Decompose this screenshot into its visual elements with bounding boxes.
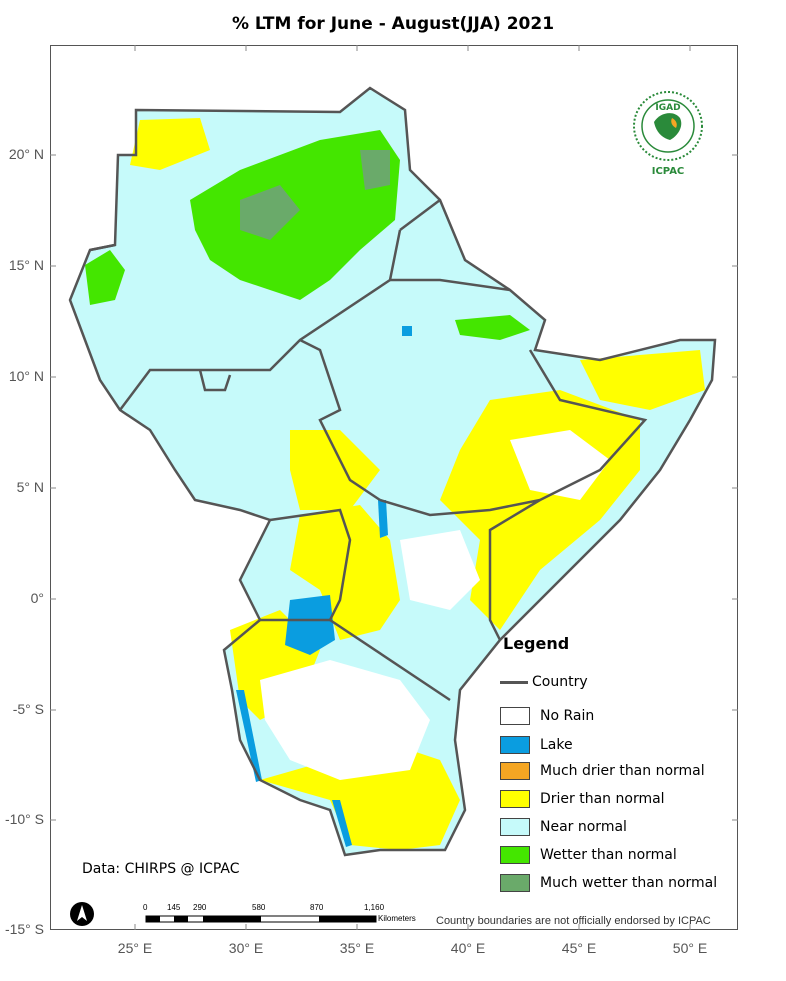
country-boundaries <box>68 86 717 857</box>
region-drier-somalia <box>580 350 705 410</box>
legend-row-much-drier: Much drier than normal <box>500 760 705 782</box>
lat-label-10n: 10° N <box>8 368 44 384</box>
region-drier-north <box>130 118 210 170</box>
region-near-normal <box>70 88 715 855</box>
scale-tick-580: 580 <box>252 903 266 912</box>
legend-label-much-drier: Much drier than normal <box>540 763 705 779</box>
lat-label-15n: 15° N <box>8 257 44 273</box>
legend-swatch-no-rain <box>500 707 530 725</box>
legend-label-no-rain: No Rain <box>540 708 595 724</box>
legend-label-wetter: Wetter than normal <box>540 847 677 863</box>
legend-label-drier: Drier than normal <box>540 791 665 807</box>
region-much-wetter-northeast <box>360 150 390 190</box>
lat-label-5n: 5° N <box>16 479 44 495</box>
lake-malawi <box>332 800 352 847</box>
region-no-rain-east <box>510 430 610 500</box>
legend-title: Legend <box>503 634 570 653</box>
scale-tick-1160: 1,160 <box>364 903 385 912</box>
lon-label-45e: 45° E <box>561 940 597 956</box>
scale-tick-145: 145 <box>167 903 181 912</box>
igad-icpac-logo: IGAD ICPAC <box>633 91 703 177</box>
lat-label-0: 0° <box>30 590 44 606</box>
legend-row-drier: Drier than normal <box>500 788 665 810</box>
legend-label-lake: Lake <box>540 737 573 753</box>
legend-row-no-rain: No Rain <box>500 705 594 727</box>
region-drier-central <box>290 430 380 510</box>
legend-label-country: Country <box>532 674 588 690</box>
scale-tick-290: 290 <box>193 903 207 912</box>
lon-label-50e: 50° E <box>672 940 708 956</box>
legend-swatch-lake <box>500 736 530 754</box>
map-title: % LTM for June - August(JJA) 2021 <box>231 14 555 34</box>
lon-label-30e: 30° E <box>228 940 264 956</box>
scale-unit: Kilometers <box>378 914 416 923</box>
data-credit: Data: CHIRPS @ ICPAC <box>82 861 240 877</box>
legend-row-near-normal: Near normal <box>500 816 627 838</box>
north-arrow-icon <box>70 902 94 926</box>
region-wetter-west <box>85 250 125 305</box>
lon-label-40e: 40° E <box>450 940 486 956</box>
region-no-rain-south <box>260 660 430 780</box>
lon-label-25e: 25° E <box>117 940 153 956</box>
legend-swatch-much-wetter <box>500 874 530 892</box>
legend-label-near-normal: Near normal <box>540 819 627 835</box>
scale-tick-0: 0 <box>143 903 148 912</box>
legend-row-much-wetter: Much wetter than normal <box>500 872 717 894</box>
graticule-ticks <box>50 45 738 930</box>
lat-label-20n: 20° N <box>8 146 44 162</box>
scale-bar: 0 145 290 580 870 1,160 Kilometers <box>140 902 440 932</box>
lon-label-35e: 35° E <box>339 940 375 956</box>
lake-turkana <box>378 500 388 538</box>
legend-swatch-much-drier <box>500 762 530 780</box>
legend-row-country: Country <box>500 671 588 693</box>
lat-label-10s: -10° S <box>4 811 44 827</box>
legend-swatch-drier <box>500 790 530 808</box>
lake-tanganyika <box>236 690 262 782</box>
lake-victoria <box>285 595 335 655</box>
legend-row-lake: Lake <box>500 734 573 756</box>
logo-top-text: IGAD <box>655 103 680 113</box>
lake-tana <box>402 326 412 336</box>
country-line-symbol <box>500 680 528 684</box>
region-much-wetter-north <box>240 185 300 240</box>
legend-swatch-near-normal <box>500 818 530 836</box>
boundary-disclaimer: Country boundaries are not officially en… <box>436 915 711 927</box>
lat-label-15s: -15° S <box>4 921 44 937</box>
region-no-rain-kenya <box>400 530 480 610</box>
scale-tick-870: 870 <box>310 903 324 912</box>
legend-row-wetter: Wetter than normal <box>500 844 677 866</box>
lat-label-5s: -5° S <box>12 701 44 717</box>
region-wetter-ethiopia <box>455 315 530 340</box>
legend-swatch-wetter <box>500 846 530 864</box>
logo-bottom-text: ICPAC <box>652 166 685 177</box>
legend-label-much-wetter: Much wetter than normal <box>540 875 718 891</box>
